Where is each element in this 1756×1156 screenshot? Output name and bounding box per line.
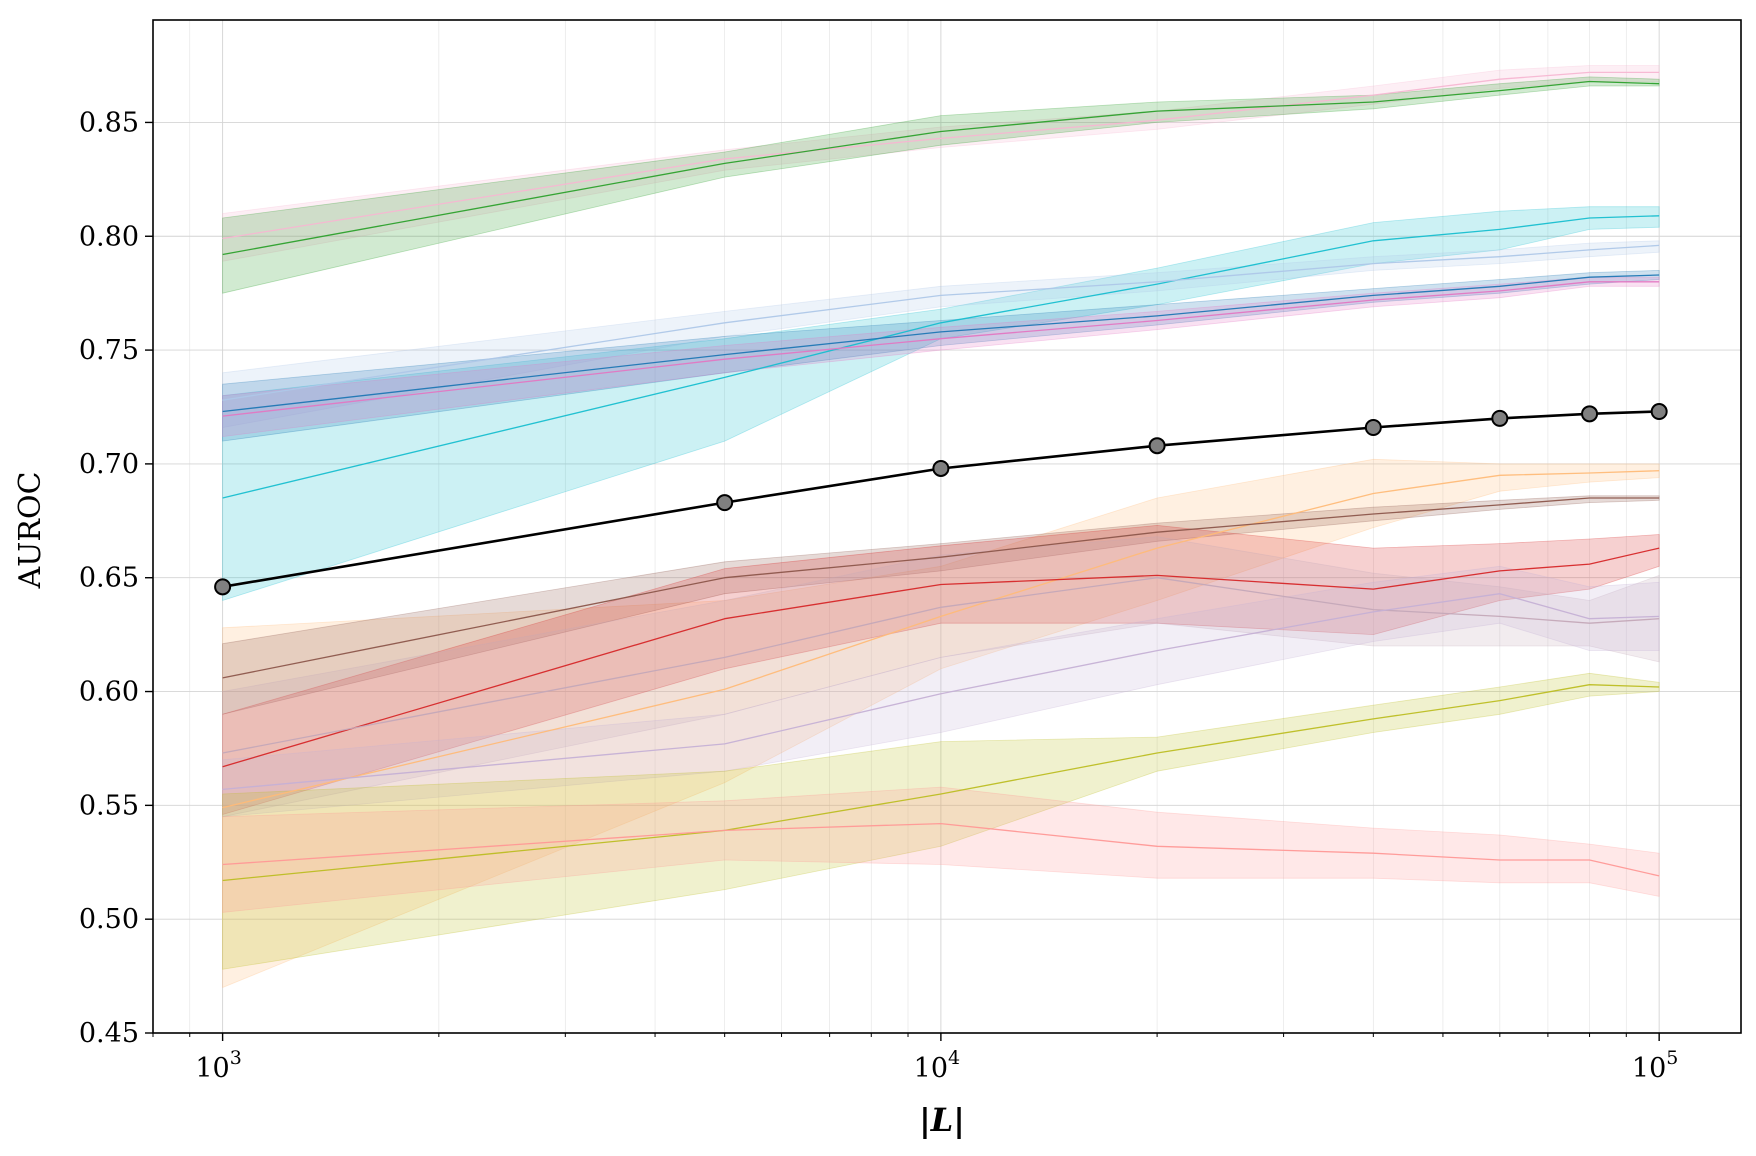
- band-cyan: [222, 206, 1660, 602]
- x-tick-label: 104: [914, 1047, 960, 1084]
- y-tick-label: 0.50: [79, 904, 139, 935]
- mean-marker: [1148, 437, 1166, 455]
- mean-marker: [716, 494, 734, 512]
- line-mean: [222, 410, 1660, 589]
- axis-ticks: [145, 121, 1660, 1041]
- band-green: [222, 76, 1660, 294]
- line-salmon: [222, 822, 1660, 877]
- band-blue: [222, 269, 1660, 442]
- line-orchid: [222, 281, 1660, 417]
- band-brown: [222, 495, 1660, 715]
- band-lavender: [222, 565, 1660, 818]
- line-grey-mauve: [222, 577, 1660, 754]
- band-grey-mauve: [222, 536, 1660, 818]
- line-cyan: [222, 215, 1660, 499]
- y-tick-label: 0.85: [79, 107, 139, 138]
- y-tick-label: 0.60: [79, 677, 139, 708]
- y-tick-label: 0.45: [79, 1018, 139, 1049]
- x-tick-label: 103: [195, 1047, 241, 1084]
- series-lines: [222, 71, 1660, 882]
- y-axis-label: AUROC: [13, 471, 48, 589]
- y-tick-label: 0.55: [79, 790, 139, 821]
- axis-labels: 103 104 105 0.45 0.50 0.55 0.60 0.65 0.70 0.75 0.8…: [79, 107, 1679, 1084]
- band-pink: [222, 65, 1660, 262]
- band-olive: [222, 672, 1660, 970]
- line-pink: [222, 71, 1660, 240]
- y-tick-label: 0.80: [79, 221, 139, 252]
- mean-marker: [932, 459, 950, 477]
- y-tick-label: 0.70: [79, 449, 139, 480]
- y-tick-label: 0.75: [79, 335, 139, 366]
- mean-markers: [214, 403, 1668, 596]
- line-red: [222, 547, 1660, 768]
- mean-marker: [214, 578, 232, 596]
- line-olive: [222, 684, 1660, 882]
- band-salmon: [222, 786, 1660, 913]
- y-tick-label: 0.65: [79, 563, 139, 594]
- band-light-blue: [222, 240, 1660, 428]
- mean-marker: [1364, 418, 1382, 436]
- x-tick-label: 105: [1632, 1047, 1678, 1084]
- band-orchid: [222, 276, 1660, 438]
- line-blue: [222, 274, 1660, 413]
- band-peach: [222, 458, 1660, 989]
- x-axis-label: |L|: [919, 1101, 965, 1139]
- plot-frame: [152, 19, 1742, 1034]
- mean-marker: [1491, 409, 1509, 427]
- line-green: [222, 80, 1660, 256]
- mean-marker: [1650, 403, 1668, 421]
- line-lavender: [222, 593, 1660, 791]
- confidence-bands: [222, 65, 1660, 989]
- line-brown: [222, 497, 1660, 679]
- line-light-blue: [222, 244, 1660, 401]
- mean-marker: [1581, 405, 1599, 423]
- band-red: [222, 524, 1660, 816]
- line-peach: [222, 470, 1660, 809]
